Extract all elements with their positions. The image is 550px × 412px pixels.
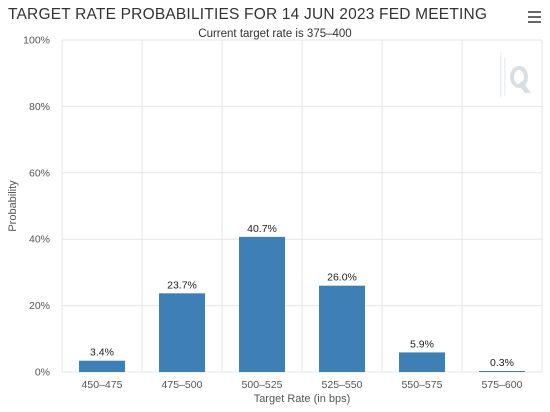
data-label: 23.7% xyxy=(167,279,197,291)
chart-title: TARGET RATE PROBABILITIES FOR 14 JUN 202… xyxy=(8,6,487,23)
x-tick-label: 450–475 xyxy=(82,379,123,391)
x-tick-label: 475–500 xyxy=(162,379,203,391)
bar xyxy=(159,293,205,372)
y-tick-label: 80% xyxy=(29,101,50,113)
x-tick-label: 525–550 xyxy=(322,379,363,391)
bar xyxy=(319,285,365,372)
hamburger-menu-icon xyxy=(528,11,541,23)
data-label: 40.7% xyxy=(247,223,277,235)
q-watermark-icon xyxy=(500,52,531,97)
y-axis-ticks: 0% 20% 40% 60% 80% 100% xyxy=(23,35,50,379)
chart-subtitle: Current target rate is 375–400 xyxy=(198,28,351,40)
x-tick-label: 500–525 xyxy=(242,379,283,391)
data-label: 3.4% xyxy=(90,347,114,359)
x-axis-ticks: 450–475 475–500 500–525 525–550 550–575 575–6… xyxy=(82,379,523,391)
bar xyxy=(79,360,125,372)
data-label: 26.0% xyxy=(327,272,357,284)
y-tick-label: 40% xyxy=(29,234,50,246)
data-label: 0.3% xyxy=(490,357,514,369)
x-tick-label: 575–600 xyxy=(482,379,523,391)
data-label: 5.9% xyxy=(410,338,434,350)
y-tick-label: 100% xyxy=(23,35,50,47)
data-labels: 3.4% 23.7% 40.7% 26.0% 5.9% 0.3% xyxy=(90,223,514,369)
chart-menu-button[interactable] xyxy=(526,9,542,25)
bar xyxy=(239,236,285,372)
grid-lines xyxy=(61,39,543,373)
y-axis-title: Probability xyxy=(7,180,19,232)
x-tick-label: 550–575 xyxy=(402,379,443,391)
bars xyxy=(79,236,525,372)
y-tick-label: 20% xyxy=(29,300,50,312)
y-tick-label: 60% xyxy=(29,167,50,179)
y-tick-label: 0% xyxy=(35,367,50,379)
bar xyxy=(479,371,525,372)
x-axis-title: Target Rate (in bps) xyxy=(254,393,351,405)
bar xyxy=(399,352,445,372)
